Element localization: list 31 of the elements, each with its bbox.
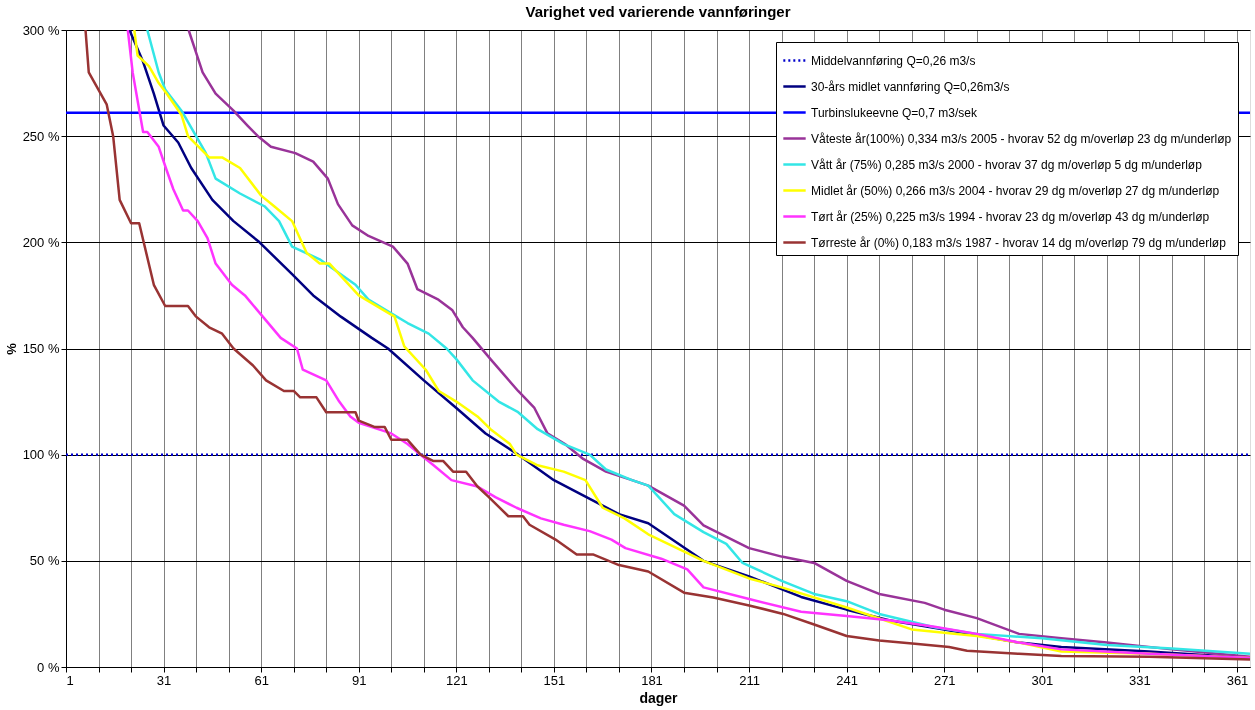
x-tick-label: 211 <box>739 672 760 688</box>
x-tick-label: 361 <box>1226 672 1249 688</box>
x-tick-label: 301 <box>1031 672 1054 688</box>
x-tick-label: 1 <box>66 672 74 688</box>
x-tick-label: 31 <box>156 672 172 688</box>
x-axis-title: dager <box>639 689 679 706</box>
legend-label: Turbinslukeevne Q=0,7 m3/sek <box>811 105 978 120</box>
chart-title: Varighet ved varierende vannføringer <box>525 3 791 20</box>
x-tick-label: 151 <box>543 672 566 688</box>
legend-label: Tørreste år (0%) 0,183 m3/s 1987 - hvorav 14 dg m/overløp 79 dg m/underløp <box>811 235 1227 250</box>
y-tick-label: 100 % <box>22 447 60 463</box>
x-tick-label: 331 <box>1129 672 1151 688</box>
x-tick-label: 61 <box>254 672 269 688</box>
x-tick-label: 121 <box>445 672 468 688</box>
y-tick-label: 150 % <box>22 341 60 356</box>
legend-label: Midlet år (50%) 0,266 m3/s 2004 - hvorav 29 dg m/overløp 27 dg m/underløp <box>811 183 1220 198</box>
y-tick-label: 250 % <box>22 128 60 144</box>
y-tick-label: 200 % <box>22 234 60 250</box>
legend-label: Våteste år(100%) 0,334 m3/s 2005 - hvorav 52 dg m/overløp 23 dg m/underløp <box>811 131 1232 146</box>
x-tick-label: 91 <box>352 672 367 688</box>
y-axis-title: % <box>3 342 19 355</box>
x-tick-label: 241 <box>836 672 859 688</box>
x-tick-label: 181 <box>641 672 663 688</box>
legend-label: 30-års midlet vannføring Q=0,26m3/s <box>811 79 1010 94</box>
y-tick-label: 300 % <box>22 22 60 38</box>
legend-label: Tørt år (25%) 0,225 m3/s 1994 - hvorav 23 dg m/overløp 43 dg m/underløp <box>811 209 1210 224</box>
legend-label: Middelvannføring Q=0,26 m3/s <box>811 53 976 68</box>
x-tick-label: 271 <box>933 672 956 688</box>
y-tick-label: 50 % <box>29 553 60 569</box>
y-tick-label: 0 % <box>37 659 60 675</box>
legend-label: Vått år (75%) 0,285 m3/s 2000 - hvorav 37 dg m/overløp 5 dg m/underløp <box>811 157 1203 172</box>
